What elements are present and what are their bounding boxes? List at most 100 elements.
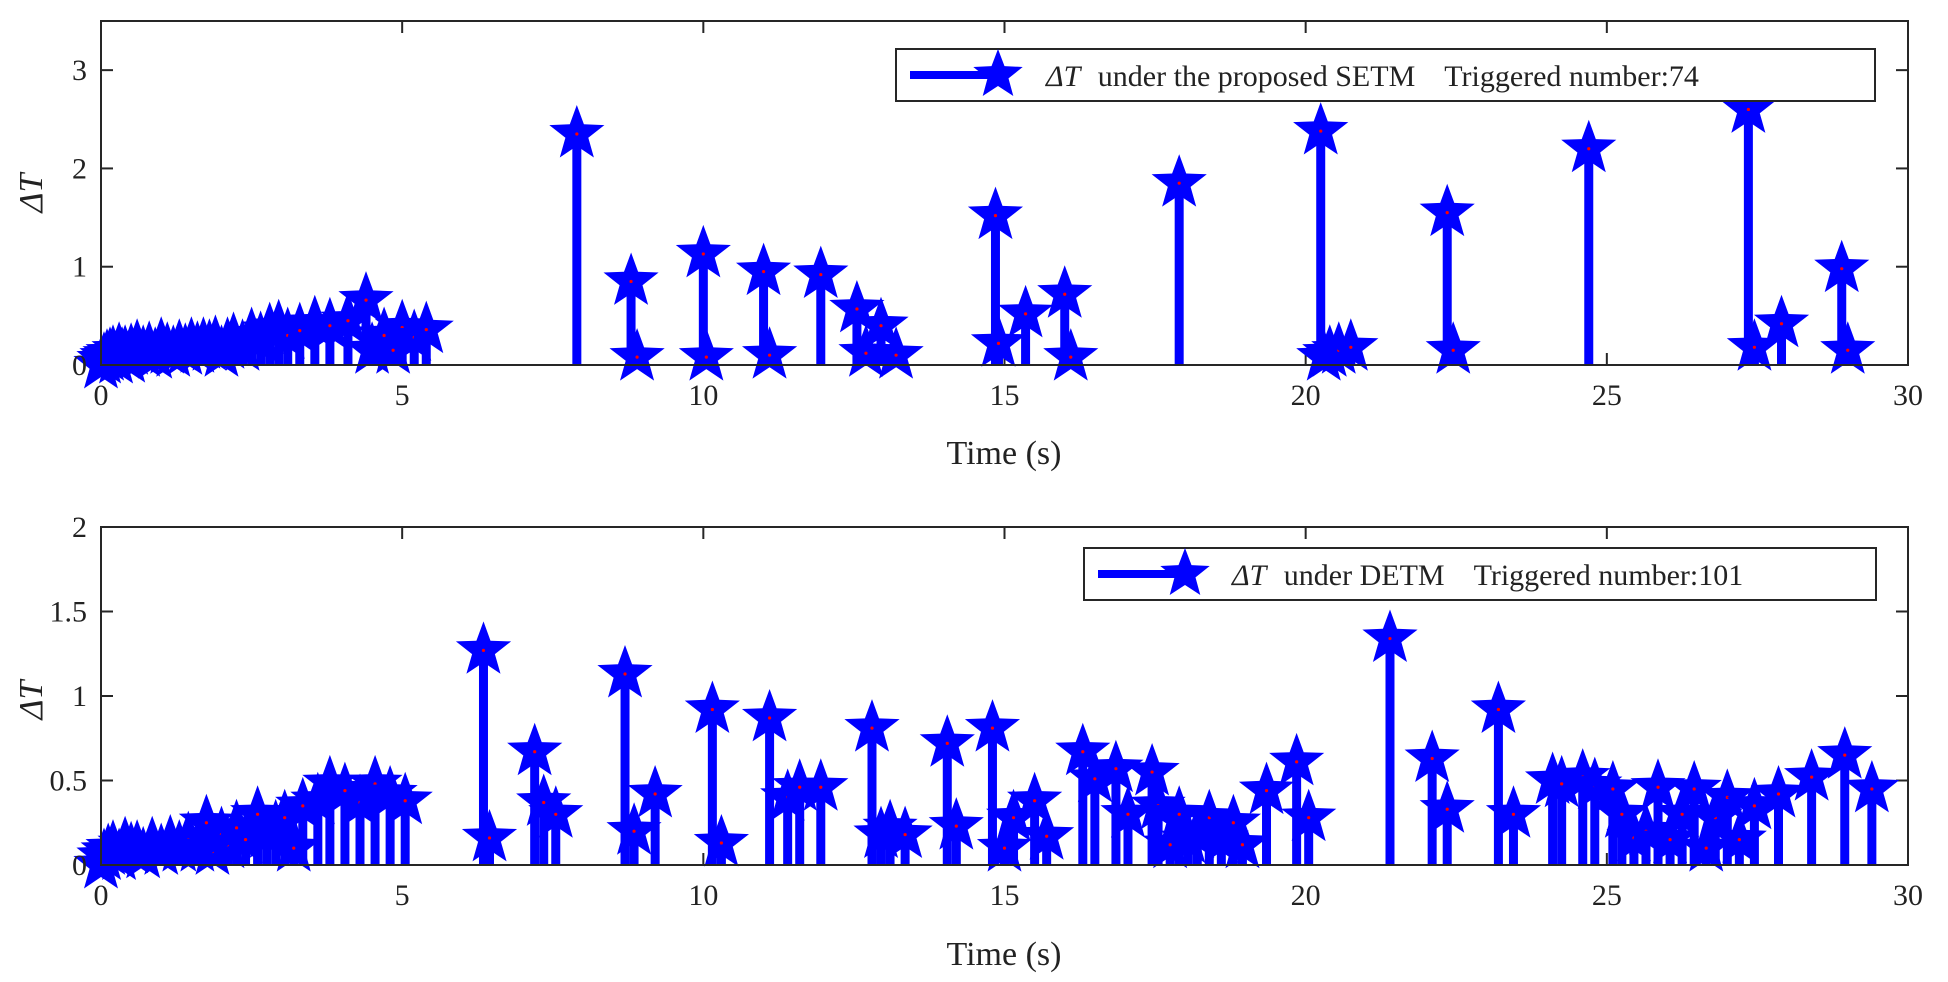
stem-star-marker [1142, 815, 1198, 869]
stem-star-marker [320, 291, 376, 345]
stem-star-marker [675, 224, 731, 278]
tick-labels-bottom: 0 5 10 15 20 25 30 0 0.5 1 1.5 2 [50, 511, 1924, 912]
stem-marker-center [1692, 787, 1696, 791]
stem-marker-center [993, 214, 998, 218]
stem-star-marker [976, 819, 1033, 872]
stem-marker-center [1846, 348, 1850, 352]
stem-marker-center [1680, 812, 1684, 816]
stem-marker-center [1668, 838, 1672, 842]
stem-star-marker [302, 296, 358, 350]
stem-star-marker [218, 810, 274, 864]
stem-star-marker [919, 714, 975, 767]
stem-marker-center [328, 324, 332, 328]
x-tick-label: 0 [94, 879, 109, 912]
stem-marker-center [301, 804, 305, 808]
stem-marker-center [990, 726, 995, 730]
stem-marker-center [1445, 211, 1449, 215]
stem-star-marker [386, 308, 442, 361]
stem-marker-center [704, 355, 708, 359]
stems-top [73, 80, 1876, 389]
stem-star-marker [609, 328, 665, 381]
stem-star-marker [1088, 739, 1144, 793]
y-tick-label: 0 [72, 849, 87, 882]
stem-star-marker [317, 761, 373, 815]
stem-star-marker [178, 793, 234, 847]
stem-marker-center [1231, 821, 1235, 825]
stem-marker-center [767, 353, 772, 357]
stem-star-marker [1594, 785, 1650, 838]
stem-star-marker [793, 245, 849, 298]
stem-marker-center [1295, 760, 1299, 764]
stem-marker-center [481, 648, 486, 652]
stem-marker-center [1656, 785, 1660, 789]
stem-marker-center [1511, 812, 1516, 816]
stem-star-marker [257, 788, 313, 842]
stem-marker-center [364, 298, 368, 302]
stem-star-marker [1425, 321, 1481, 374]
x-tick-label: 15 [990, 879, 1020, 912]
x-tick-label: 20 [1291, 879, 1321, 912]
stem-marker-center [1388, 636, 1392, 641]
stem-marker-center [635, 355, 639, 359]
x-tick-label: 25 [1592, 879, 1622, 912]
y-tick-label: 0 [72, 349, 87, 382]
stem-star-marker [272, 301, 328, 355]
stem-star-marker [1067, 749, 1123, 803]
stem-marker-center [391, 348, 395, 352]
stem-marker-center [424, 328, 428, 332]
stem-star-marker [772, 758, 828, 811]
stem-marker-center [819, 785, 823, 789]
legend-text-bottom: under DETM [1284, 559, 1445, 592]
stem-star-marker [528, 785, 584, 838]
stem-marker-center [1704, 846, 1708, 850]
stem-marker-center [1560, 782, 1564, 786]
stem-star-marker [1419, 780, 1475, 833]
stem-star-marker [1711, 810, 1767, 864]
y-tick-label: 3 [72, 54, 87, 87]
stem-marker-center [283, 816, 287, 820]
stem-star-marker [627, 765, 683, 818]
stem-star-marker [844, 699, 900, 752]
legend-count-top: Triggered number:74 [1444, 60, 1699, 93]
stem-star-marker [338, 271, 394, 324]
plot-setm: 0 5 10 15 20 25 30 0 1 2 3 Time (s) ΔT ΔT under th… [13, 20, 1923, 472]
stem-marker-center [996, 341, 1001, 345]
x-tick-label: 0 [94, 379, 109, 412]
stem-star-marker [362, 765, 418, 818]
stem-marker-center [761, 270, 766, 274]
stem-star-marker [1753, 294, 1810, 348]
stem-marker-center [632, 829, 636, 833]
x-tick-label: 30 [1893, 879, 1923, 912]
y-axis-label-top: ΔT [13, 171, 50, 214]
stem-star-marker [347, 754, 403, 808]
stem-star-marker [736, 242, 792, 296]
stem-star-marker [1678, 819, 1734, 872]
y-tick-label: 0.5 [50, 765, 88, 798]
stem-star-marker [1750, 765, 1807, 818]
legend-count-bottom: Triggered number:101 [1474, 559, 1744, 592]
stem-marker-center [1445, 807, 1449, 811]
x-tick-label: 5 [395, 379, 410, 412]
stem-star-marker [986, 788, 1042, 842]
stem-marker-center [1725, 795, 1729, 800]
stem-marker-center [1451, 348, 1455, 352]
stem-marker-center [623, 672, 627, 676]
stem-marker-center [855, 307, 859, 311]
stem-star-marker [838, 324, 894, 377]
stem-marker-center [1870, 787, 1874, 791]
stem-marker-center [1307, 816, 1311, 820]
stem-marker-center [575, 132, 579, 136]
stem-marker-center [903, 832, 907, 837]
stem-star-marker [549, 105, 605, 158]
stem-marker-center [542, 800, 546, 805]
stem-marker-center [1177, 812, 1181, 816]
stem-marker-center [292, 846, 296, 850]
stem-marker-center [1737, 838, 1741, 842]
stem-marker-center [1063, 292, 1067, 296]
stem-star-marker [1699, 768, 1755, 821]
stem-marker-center [487, 836, 492, 840]
y-tick-label: 2 [72, 511, 87, 544]
stem-marker-center [1069, 355, 1073, 359]
x-tick-label: 20 [1291, 379, 1321, 412]
stem-star-marker [1820, 321, 1876, 374]
